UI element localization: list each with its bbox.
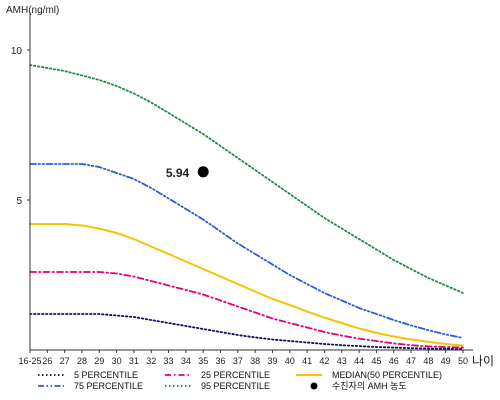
- amh-marker-point: [197, 166, 209, 178]
- series-line-1: [29, 271, 464, 349]
- series-line-4: [29, 64, 464, 294]
- legend-label-2: MEDIAN(50 PERCENTILE): [332, 370, 442, 380]
- amh-marker-label: 5.94: [166, 166, 190, 180]
- legend-marker-swatch: [310, 382, 318, 390]
- legend-label-4: 95 PERCENTILE: [201, 381, 270, 391]
- axes-layer: AMH(ng/ml) 5 10 16-25 26 27 28 29 30 31 32 33 34 35 36…: [6, 5, 494, 368]
- x-tick-label: 32: [146, 356, 156, 366]
- x-tick-label: 31: [129, 356, 139, 366]
- x-tick-label: 16-25: [18, 356, 41, 366]
- legend-label-3: 75 PERCENTILE: [74, 381, 143, 391]
- x-tick-label: 27: [60, 356, 70, 366]
- x-tick-label: 50: [458, 356, 468, 366]
- x-tick-label: 26: [42, 356, 52, 366]
- legend-label-1: 25 PERCENTILE: [201, 370, 270, 380]
- x-tick-label: 33: [164, 356, 174, 366]
- x-tick-label: 48: [423, 356, 433, 366]
- x-tick-label: 39: [267, 356, 277, 366]
- y-tick-label: 10: [11, 46, 23, 57]
- series-line-0: [29, 313, 464, 351]
- y-axis-label: AMH(ng/ml): [6, 5, 59, 16]
- series-layer: [29, 64, 464, 351]
- x-axis-label: 나이: [472, 354, 494, 368]
- x-tick-label: 40: [285, 356, 295, 366]
- x-tick-label: 46: [389, 356, 399, 366]
- x-tick-label: 34: [181, 356, 191, 366]
- legend-marker-label: 수진자의 AMH 농도: [332, 381, 407, 391]
- x-tick-label: 30: [112, 356, 122, 366]
- x-tick-label: 43: [337, 356, 347, 366]
- x-tick-label: 42: [319, 356, 329, 366]
- x-tick-label: 45: [371, 356, 381, 366]
- marker-layer: 5.94: [166, 166, 209, 180]
- x-tick-label: 38: [250, 356, 260, 366]
- x-tick-label: 28: [77, 356, 87, 366]
- x-tick-label: 29: [94, 356, 104, 366]
- y-tick-label: 5: [16, 196, 22, 207]
- x-tick-label: 47: [406, 356, 416, 366]
- x-tick-label: 41: [302, 356, 312, 366]
- series-line-2: [29, 223, 464, 347]
- legend: 5 PERCENTILE 25 PERCENTILE MEDIAN(50 PERCE…: [38, 370, 442, 391]
- x-tick-label: 49: [441, 356, 451, 366]
- series-line-3: [29, 163, 464, 339]
- x-tick-label: 35: [198, 356, 208, 366]
- x-tick-label: 37: [233, 356, 243, 366]
- x-tick-label: 36: [216, 356, 226, 366]
- x-tick-label: 44: [354, 356, 364, 366]
- legend-label-0: 5 PERCENTILE: [74, 370, 138, 380]
